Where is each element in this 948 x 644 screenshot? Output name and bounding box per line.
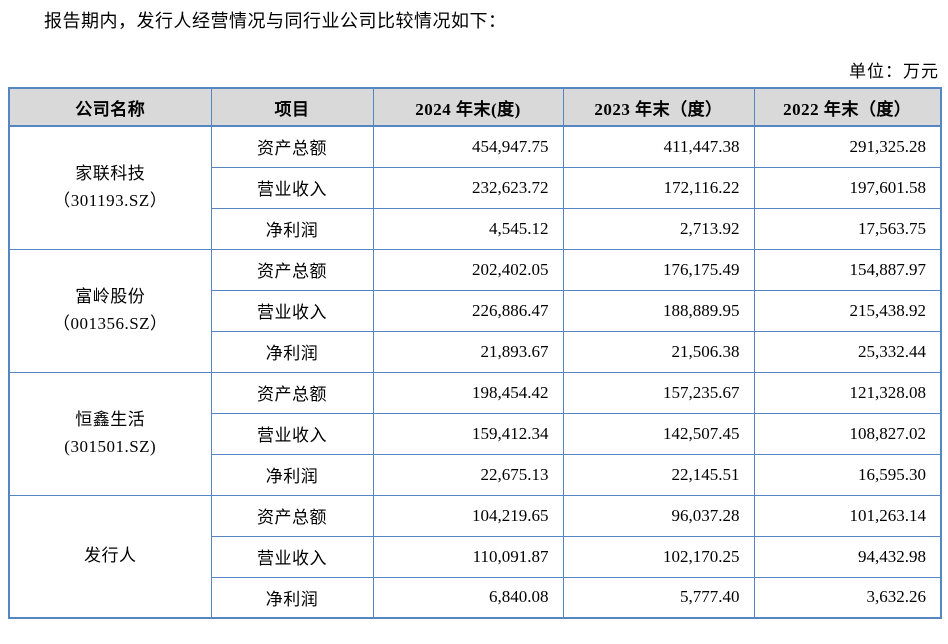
value-2022-cell: 215,438.92 [753, 289, 942, 332]
value-2023-cell: 411,447.38 [562, 125, 755, 168]
value-2022-cell: 108,827.02 [753, 412, 942, 455]
header-year-2023: 2023 年末（度） [562, 87, 755, 127]
table-row: 净利润 22,675.13 22,145.51 16,595.30 [9, 453, 942, 496]
value-2024-cell: 6,840.08 [372, 576, 564, 619]
company-cell: 家联科技 （301193.SZ） [8, 125, 212, 250]
value-2022-cell: 25,332.44 [753, 330, 942, 373]
item-cell: 资产总额 [210, 248, 374, 291]
table-row: 营业收入 110,091.87 102,170.25 94,432.98 [9, 535, 942, 578]
value-2024-cell: 454,947.75 [372, 125, 564, 168]
value-2022-cell: 101,263.14 [753, 494, 942, 537]
value-2023-cell: 102,170.25 [562, 535, 755, 578]
value-2023-cell: 96,037.28 [562, 494, 755, 537]
value-2024-cell: 232,623.72 [372, 166, 564, 209]
item-cell: 净利润 [210, 207, 374, 250]
value-2024-cell: 159,412.34 [372, 412, 564, 455]
value-2024-cell: 202,402.05 [372, 248, 564, 291]
value-2022-cell: 94,432.98 [753, 535, 942, 578]
item-cell: 营业收入 [210, 166, 374, 209]
value-2024-cell: 4,545.12 [372, 207, 564, 250]
company-code: （301193.SZ） [53, 190, 168, 210]
unit-label: 单位：万元 [849, 62, 939, 81]
table-row: 营业收入 159,412.34 142,507.45 108,827.02 [9, 412, 942, 455]
company-cell: 恒鑫生活 (301501.SZ) [8, 371, 212, 496]
company-code: （001356.SZ） [52, 313, 168, 333]
value-2023-cell: 188,889.95 [562, 289, 755, 332]
value-2024-cell: 21,893.67 [372, 330, 564, 373]
intro-paragraph: 报告期内，发行人经营情况与同行业公司比较情况如下： [44, 11, 507, 31]
item-cell: 营业收入 [210, 535, 374, 578]
table-row: 净利润 6,840.08 5,777.40 3,632.26 [9, 576, 942, 619]
value-2024-cell: 226,886.47 [372, 289, 564, 332]
header-year-2022: 2022 年末（度） [753, 87, 942, 127]
company-cell: 发行人 [8, 494, 212, 619]
value-2022-cell: 154,887.97 [753, 248, 942, 291]
header-year-2024: 2024 年末(度) [372, 87, 564, 127]
value-2023-cell: 157,235.67 [562, 371, 755, 414]
item-cell: 资产总额 [210, 371, 374, 414]
table-row: 净利润 21,893.67 21,506.38 25,332.44 [9, 330, 942, 373]
value-2024-cell: 198,454.42 [372, 371, 564, 414]
company-name: 富岭股份 [75, 287, 146, 307]
company-code: (301501.SZ) [64, 436, 157, 456]
value-2024-cell: 22,675.13 [372, 453, 564, 496]
company-name: 恒鑫生活 [75, 410, 146, 430]
company-name: 家联科技 [75, 164, 146, 184]
table-row: 家联科技 （301193.SZ） 资产总额 454,947.75 411,447.38 2… [8, 125, 942, 250]
value-2022-cell: 16,595.30 [753, 453, 942, 496]
value-2023-cell: 22,145.51 [562, 453, 755, 496]
item-cell: 资产总额 [210, 125, 374, 168]
value-2023-cell: 21,506.38 [562, 330, 755, 373]
header-item: 项目 [210, 87, 374, 127]
table-row: 发行人 资产总额 104,219.65 96,037.28 101,263.14 [8, 494, 942, 619]
table-row: 营业收入 226,886.47 188,889.95 215,438.92 [9, 289, 942, 332]
value-2023-cell: 5,777.40 [562, 576, 755, 619]
value-2023-cell: 142,507.45 [562, 412, 755, 455]
table-body: 家联科技 （301193.SZ） 资产总额 454,947.75 411,447.38 2… [8, 125, 942, 619]
value-2024-cell: 110,091.87 [372, 535, 564, 578]
value-2023-cell: 176,175.49 [562, 248, 755, 291]
table-row: 恒鑫生活 (301501.SZ) 资产总额 198,454.42 157,235.67 1… [8, 371, 942, 496]
item-cell: 净利润 [210, 453, 374, 496]
value-2022-cell: 17,563.75 [753, 207, 942, 250]
value-2023-cell: 172,116.22 [562, 166, 755, 209]
peer-comparison-table: 公司名称 项目 2024 年末(度) 2023 年末（度） 2022 年末（度）… [8, 87, 942, 619]
company-name: 发行人 [84, 546, 137, 566]
value-2022-cell: 291,325.28 [753, 125, 942, 168]
table-row: 营业收入 232,623.72 172,116.22 197,601.58 [9, 166, 942, 209]
item-cell: 资产总额 [210, 494, 374, 537]
value-2022-cell: 197,601.58 [753, 166, 942, 209]
item-cell: 净利润 [210, 330, 374, 373]
item-cell: 营业收入 [210, 412, 374, 455]
table-row: 富岭股份 （001356.SZ） 资产总额 202,402.05 176,175.49 1… [8, 248, 942, 373]
table-row: 净利润 4,545.12 2,713.92 17,563.75 [9, 207, 942, 250]
value-2024-cell: 104,219.65 [372, 494, 564, 537]
item-cell: 营业收入 [210, 289, 374, 332]
value-2022-cell: 121,328.08 [753, 371, 942, 414]
item-cell: 净利润 [210, 576, 374, 619]
table-header-row: 公司名称 项目 2024 年末(度) 2023 年末（度） 2022 年末（度） [8, 87, 942, 127]
header-company-name: 公司名称 [8, 87, 212, 127]
value-2023-cell: 2,713.92 [562, 207, 755, 250]
company-cell: 富岭股份 （001356.SZ） [8, 248, 212, 373]
value-2022-cell: 3,632.26 [753, 576, 942, 619]
